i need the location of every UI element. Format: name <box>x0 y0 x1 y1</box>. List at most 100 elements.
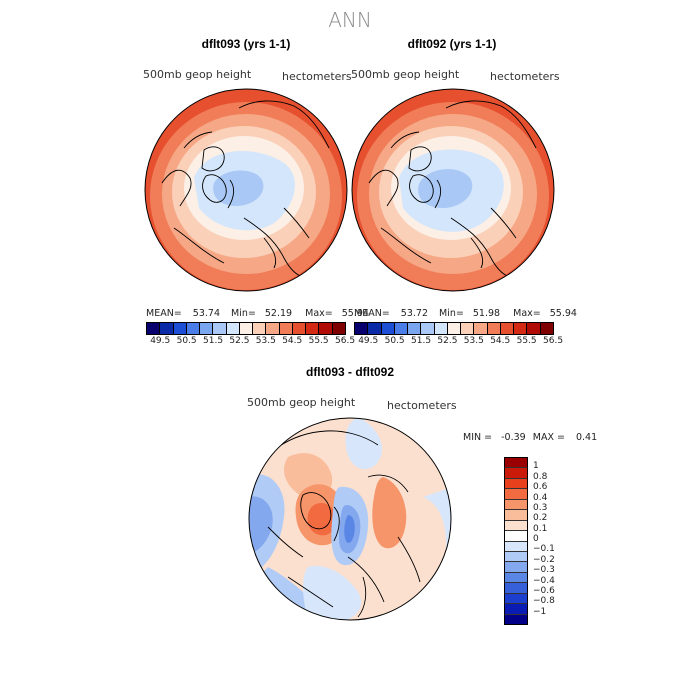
diff-colorbar-swatch <box>505 520 527 532</box>
panel1-polar-map <box>144 88 348 292</box>
panel2-colorbar-swatch <box>487 323 501 334</box>
diff-colorbar-tick-label: −0.2 <box>533 554 555 565</box>
panel1-colorbar-tick-label: 54.5 <box>282 336 303 346</box>
diff-colorbar-tick-label: −0.1 <box>533 544 555 555</box>
panel2-colorbar-swatch <box>434 323 448 334</box>
diff-variable-label: 500mb geop height <box>247 396 356 409</box>
panel2-mean-value: 53.72 <box>400 308 428 319</box>
panel1-colorbar-swatch <box>319 323 333 334</box>
panel2-variable-label: 500mb geop height <box>351 68 460 81</box>
diff-colorbar-tick-label: 0.3 <box>533 502 548 513</box>
diff-units-label: hectometers <box>387 399 457 412</box>
panel1-colorbar-swatch <box>213 323 227 334</box>
panel2-colorbar-swatch <box>368 323 382 334</box>
diff-colorbar-swatch <box>505 510 527 521</box>
panel1-min-label: Min= <box>231 308 256 319</box>
panel1-colorbar-tick-label: 55.5 <box>308 336 329 346</box>
panel2-title: dflt092 (yrs 1-1) <box>407 37 497 51</box>
diff-colorbar-swatch <box>505 604 527 615</box>
panel2-colorbar-tick-label: 49.5 <box>358 336 379 346</box>
panel2-max-label: Max= <box>513 308 541 319</box>
panel1-mean-value: 53.74 <box>192 308 220 319</box>
panel1-colorbar-tick-label: 50.5 <box>176 336 197 346</box>
panel2-colorbar-tick-label: 51.5 <box>411 336 432 346</box>
diff-colorbar-tick-label: 0.1 <box>533 523 548 534</box>
panel2-colorbar-tick-label: 52.5 <box>437 336 458 346</box>
diff-min-value: -0.39 <box>501 432 526 443</box>
panel2-colorbar-swatch <box>381 323 395 334</box>
panel2-colorbar-ticks: 49.5 50.5 51.5 52.5 53.5 54.5 55.5 56.5 <box>354 336 563 348</box>
diff-colorbar-tick-label: −0.4 <box>533 575 555 586</box>
panel1-colorbar-swatch <box>226 323 240 334</box>
panel1-colorbar <box>146 322 346 335</box>
diff-stats: MIN = -0.39 MAX = 0.41 <box>463 432 597 443</box>
panel2-colorbar-tick-label: 56.5 <box>543 336 564 346</box>
diff-colorbar-swatch <box>505 531 527 542</box>
panel1-colorbar-swatch <box>266 323 280 334</box>
panel1-colorbar-swatch <box>160 323 174 334</box>
panel2-colorbar-swatch <box>514 323 528 334</box>
panel2-colorbar-tick-label: 54.5 <box>490 336 511 346</box>
diff-title: dflt093 - dflt092 <box>305 365 395 379</box>
panel1-units-label: hectometers <box>282 70 352 83</box>
panel1-colorbar-swatch <box>200 323 214 334</box>
diff-colorbar-swatch <box>505 468 527 479</box>
panel2-colorbar-tick-label: 55.5 <box>516 336 537 346</box>
diff-colorbar-tick-label: −1 <box>533 606 547 617</box>
figure-title: ANN <box>328 8 372 32</box>
diff-colorbar-tick-label: −0.3 <box>533 565 555 576</box>
diff-colorbar-tick-label: 0.8 <box>533 471 548 482</box>
panel1-colorbar-swatch <box>332 323 345 334</box>
panel2-min-value: 51.98 <box>472 308 501 319</box>
diff-colorbar-tick-label: 0.2 <box>533 513 548 524</box>
panel2-colorbar-tick-label: 53.5 <box>463 336 484 346</box>
panel2-colorbar-tick-label: 50.5 <box>384 336 405 346</box>
panel1-mean-label: MEAN= <box>146 308 182 319</box>
diff-colorbar-ticks: 1 0.8 0.6 0.4 0.3 0.2 0.1 0 −0.1 −0.2 −0.3 −0.4 −0.6… <box>533 457 573 623</box>
diff-colorbar-tick-label: −0.8 <box>533 596 555 607</box>
panel1-stats: MEAN= 53.74 Min= 52.19 Max= 55.94 <box>146 308 369 319</box>
diff-max-label: MAX = <box>532 432 565 443</box>
panel2-colorbar-swatch <box>461 323 475 334</box>
diff-colorbar-swatch <box>505 499 527 511</box>
panel1-colorbar-ticks: 49.5 50.5 51.5 52.5 53.5 54.5 55.5 56.5 <box>146 336 355 348</box>
panel2-colorbar-swatch <box>527 323 541 334</box>
panel1-colorbar-tick-label: 53.5 <box>255 336 276 346</box>
panel1-max-label: Max= <box>305 308 333 319</box>
panel2-polar-map <box>351 88 555 292</box>
panel1-colorbar-swatch <box>292 323 307 334</box>
panel2-max-value: 55.94 <box>549 308 577 319</box>
diff-colorbar-swatch <box>505 562 527 573</box>
diff-colorbar-swatch <box>505 458 527 469</box>
panel1-colorbar-swatch <box>306 323 320 334</box>
panel2-colorbar <box>354 322 554 335</box>
panel1-colorbar-tick-label: 52.5 <box>229 336 250 346</box>
panel2-min-label: Min= <box>439 308 464 319</box>
panel1-colorbar-swatch <box>279 323 293 334</box>
panel2-colorbar-swatch <box>540 323 553 334</box>
diff-colorbar-swatch <box>505 489 527 500</box>
panel2-stats: MEAN= 53.72 Min= 51.98 Max= 55.94 <box>354 308 577 319</box>
panel2-colorbar-swatch <box>355 323 369 334</box>
panel1-title: dflt093 (yrs 1-1) <box>201 37 291 51</box>
diff-polar-map <box>248 417 452 621</box>
panel1-colorbar-tick-label: 56.5 <box>335 336 356 346</box>
panel1-colorbar-tick-label: 51.5 <box>203 336 224 346</box>
diff-max-value: 0.41 <box>575 432 598 443</box>
diff-colorbar-tick-label: −0.6 <box>533 585 555 596</box>
panel1-colorbar-swatch <box>173 323 187 334</box>
diff-min-label: MIN = <box>463 432 493 443</box>
diff-colorbar-swatch <box>505 583 527 594</box>
panel2-mean-label: MEAN= <box>354 308 390 319</box>
panel1-colorbar-swatch <box>239 323 254 334</box>
diff-colorbar-swatch <box>505 541 527 552</box>
diff-colorbar <box>504 457 528 625</box>
panel1-min-value: 52.19 <box>264 308 293 319</box>
diff-colorbar-swatch <box>505 572 527 584</box>
panel1-variable-label: 500mb geop height <box>143 68 252 81</box>
panel1-colorbar-tick-label: 49.5 <box>150 336 171 346</box>
panel2-colorbar-swatch <box>500 323 515 334</box>
panel2-colorbar-swatch <box>447 323 462 334</box>
panel2-colorbar-swatch <box>408 323 422 334</box>
panel1-colorbar-swatch <box>147 323 161 334</box>
